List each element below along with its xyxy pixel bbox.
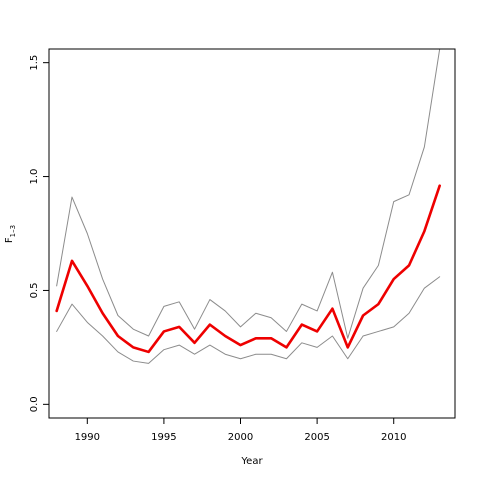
series-line-lower [56, 276, 441, 364]
x-tick-label: 2000 [228, 432, 253, 443]
y-axis-title-subscript: 1–3 [9, 225, 17, 237]
y-tick-label: 1.5 [29, 55, 40, 71]
y-axis-title-main: F [4, 237, 15, 243]
series-layer [55, 49, 441, 364]
y-axis: 0.0 0.5 1.0 1.5 [29, 55, 49, 412]
plot-frame [48, 48, 456, 419]
x-tick-label: 1995 [151, 432, 176, 443]
y-axis-title: F1–3 [4, 225, 17, 243]
series-line-estimate [55, 184, 441, 354]
x-tick-label: 1990 [75, 432, 100, 443]
y-tick-label: 0.0 [29, 396, 40, 412]
x-axis: 1990 1995 2000 2005 2010 [75, 418, 406, 443]
series-line-upper [56, 49, 441, 339]
x-tick-label: 2010 [381, 432, 406, 443]
x-axis-title: Year [240, 456, 263, 467]
x-tick-label: 2005 [304, 432, 329, 443]
y-tick-label: 1.0 [29, 169, 40, 185]
y-tick-label: 0.5 [29, 282, 40, 298]
